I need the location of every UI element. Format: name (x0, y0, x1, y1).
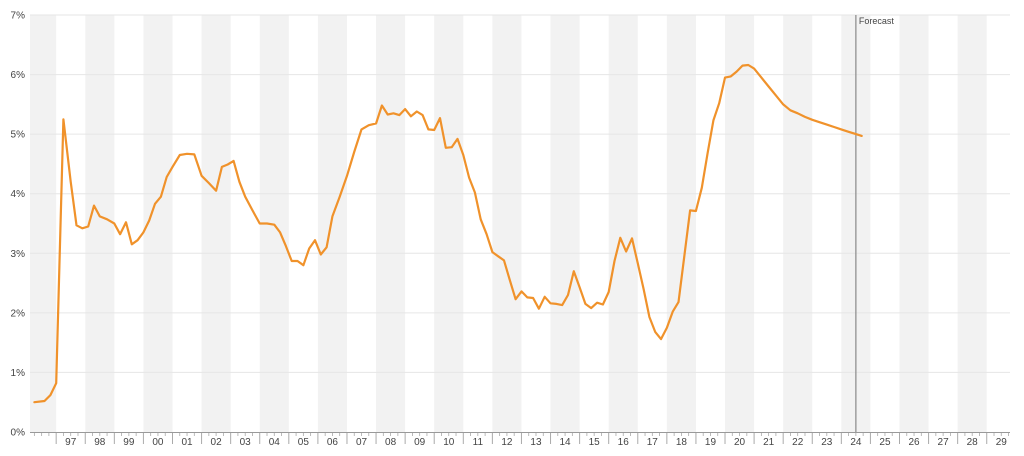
y-tick-label: 6% (11, 70, 26, 81)
x-tick-label: 03 (240, 437, 252, 448)
year-band (492, 15, 522, 432)
year-band (201, 15, 231, 432)
x-tick-label: 11 (473, 437, 484, 448)
x-tick-label: 10 (443, 437, 455, 448)
x-tick-label: 16 (618, 437, 630, 448)
x-tick-label: 04 (269, 437, 281, 448)
year-band (30, 15, 57, 432)
x-tick-label: 28 (967, 437, 979, 448)
y-tick-label: 3% (11, 249, 26, 260)
x-tick-label: 97 (65, 437, 77, 448)
x-tick-label: 26 (908, 437, 920, 448)
year-band (899, 15, 929, 432)
year-band (957, 15, 987, 432)
y-tick-label: 7% (11, 11, 26, 22)
x-tick-label: 12 (501, 437, 513, 448)
x-tick-label: 24 (850, 437, 862, 448)
x-tick-label: 19 (705, 437, 717, 448)
horizontal-gridlines (30, 14, 1010, 373)
year-band (666, 15, 696, 432)
x-tick-label: 14 (560, 437, 572, 448)
year-bands (30, 15, 987, 432)
x-tick-label: 29 (996, 437, 1008, 448)
y-tick-label: 4% (11, 189, 26, 200)
x-tick-label: 15 (589, 437, 601, 448)
x-axis: 97 98 99 00 01 02 03 04 05 06 07 08 09 10 11 12 13 14 15 16… (30, 432, 1010, 448)
x-tick-label: 99 (123, 437, 135, 448)
x-tick-label: 08 (385, 437, 397, 448)
x-tick-label: 23 (821, 437, 833, 448)
x-tick-label: 98 (94, 437, 106, 448)
x-tick-label: 27 (938, 437, 950, 448)
x-tick-label: 02 (211, 437, 223, 448)
year-band (317, 15, 347, 432)
x-tick-label: 06 (327, 437, 339, 448)
year-band (725, 15, 755, 432)
x-tick-label: 07 (356, 437, 368, 448)
x-tick-label: 25 (879, 437, 891, 448)
year-band (608, 15, 638, 432)
y-tick-label: 2% (11, 308, 26, 319)
x-tick-label: 17 (647, 437, 659, 448)
year-band (783, 15, 813, 432)
x-tick-label: 00 (152, 437, 164, 448)
forecast-label: Forecast (859, 16, 895, 26)
year-band (434, 15, 464, 432)
y-tick-label: 0% (11, 428, 26, 439)
y-tick-label: 1% (11, 368, 26, 379)
y-axis-ticks: 0% 1% 2% 3% 4% 5% 6% 7% (11, 11, 26, 439)
forecast-marker: Forecast (855, 15, 895, 432)
x-tick-label: 13 (530, 437, 542, 448)
x-tick-label: 21 (763, 437, 775, 448)
series-lines (33, 63, 863, 404)
year-band (376, 15, 406, 432)
x-tick-label: 18 (676, 437, 688, 448)
x-tick-label: 01 (181, 437, 193, 448)
x-tick-label: 09 (414, 437, 426, 448)
x-tick-label: 05 (298, 437, 310, 448)
series-line (33, 63, 863, 404)
y-tick-label: 5% (11, 130, 26, 141)
x-tick-label: 22 (792, 437, 804, 448)
year-band (550, 15, 580, 432)
x-tick-label: 20 (734, 437, 746, 448)
